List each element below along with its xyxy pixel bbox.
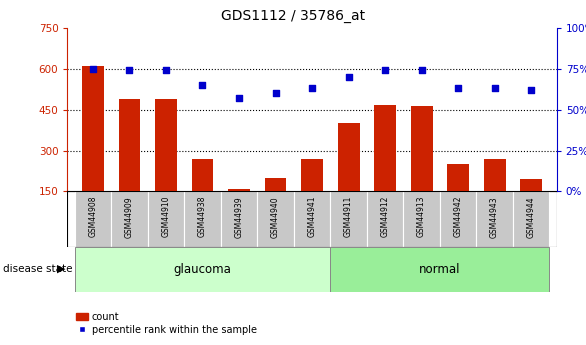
Point [380,67,390,73]
Bar [403,191,440,247]
Bar [74,191,111,247]
Bar [82,66,104,233]
Point [198,82,207,88]
Text: disease state: disease state [3,264,73,274]
Text: GDS1112 / 35786_at: GDS1112 / 35786_at [221,9,365,23]
Text: GSM44940: GSM44940 [271,196,280,237]
Bar [520,179,542,233]
Bar [367,191,403,247]
Text: GSM44908: GSM44908 [88,196,97,237]
Text: GSM44910: GSM44910 [162,196,171,237]
Bar [192,159,213,233]
Bar [301,159,323,233]
Bar [331,191,367,247]
Text: GSM44913: GSM44913 [417,196,426,237]
Bar [155,99,177,233]
Legend: count, percentile rank within the sample: count, percentile rank within the sample [72,308,261,338]
Text: normal: normal [419,263,461,276]
Text: GSM44938: GSM44938 [198,196,207,237]
Bar [111,191,148,247]
Point [308,86,317,91]
Text: GSM44943: GSM44943 [490,196,499,237]
Point [161,67,171,73]
Point [344,74,353,80]
Point [271,90,280,96]
Text: GSM44942: GSM44942 [454,196,462,237]
Point [125,67,134,73]
Point [88,66,98,71]
Point [526,87,536,92]
Bar [447,164,469,233]
Bar [294,191,331,247]
Bar [440,191,476,247]
Text: GSM44912: GSM44912 [380,196,390,237]
Bar [483,159,506,233]
Text: glaucoma: glaucoma [173,263,231,276]
Text: ▶: ▶ [57,264,66,274]
Point [234,95,244,101]
Bar [411,106,432,233]
Bar [148,191,184,247]
Bar [74,247,331,292]
Bar [118,99,141,233]
Text: GSM44909: GSM44909 [125,196,134,237]
Point [490,86,499,91]
Bar [184,191,221,247]
Bar [257,191,294,247]
Text: GSM44939: GSM44939 [234,196,244,237]
Point [417,67,426,73]
Bar [476,191,513,247]
Bar [513,191,550,247]
Bar [221,191,257,247]
Bar [264,178,287,233]
Bar [374,105,396,233]
Bar [338,123,360,233]
Point [454,86,463,91]
Bar [228,189,250,233]
Text: GSM44944: GSM44944 [527,196,536,237]
Text: GSM44911: GSM44911 [344,196,353,237]
Bar [331,247,550,292]
Text: GSM44941: GSM44941 [308,196,316,237]
